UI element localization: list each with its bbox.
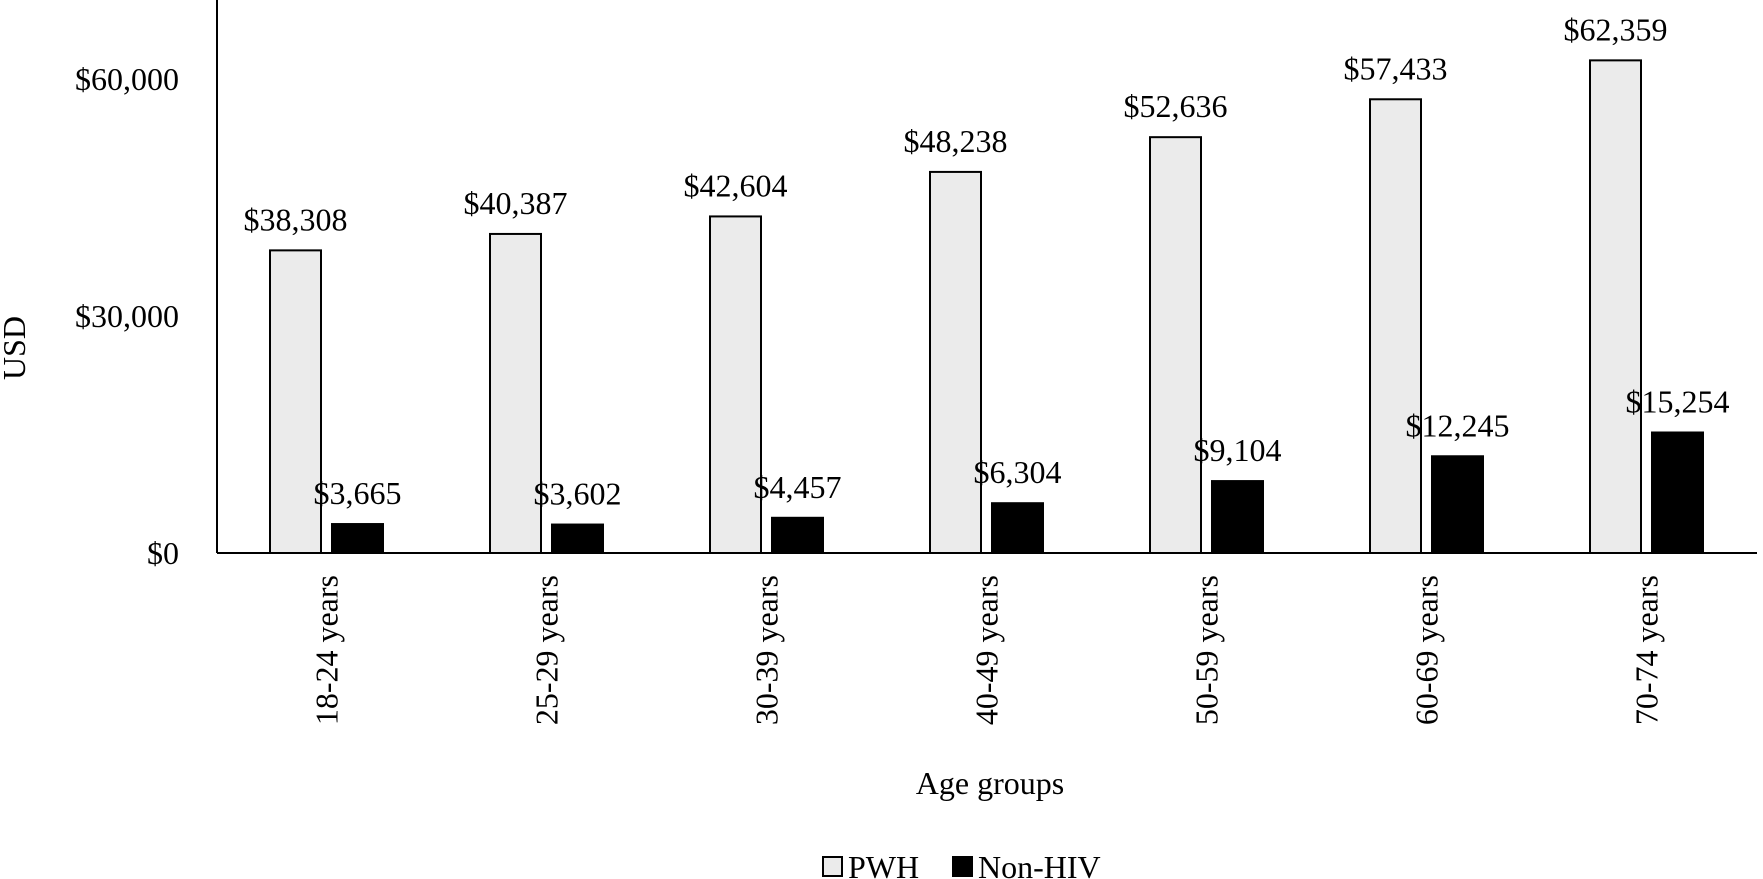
bar-pwh	[929, 170, 982, 554]
x-tick-label: 50-59 years	[1189, 575, 1225, 725]
bar-non-hiv	[991, 502, 1044, 554]
y-axis-label: USD	[0, 316, 32, 380]
bar-pwh	[1149, 136, 1202, 554]
bar-non-hiv	[331, 523, 384, 555]
value-label-non-hiv: $12,245	[1406, 407, 1510, 443]
y-tick-label: $60,000	[75, 61, 179, 97]
bar-non-hiv	[551, 523, 604, 554]
bar-pwh	[1589, 59, 1642, 555]
y-tick-label: $0	[147, 535, 179, 571]
legend-label: PWH	[848, 849, 919, 879]
legend-label: Non-HIV	[978, 849, 1101, 879]
value-label-pwh: $48,238	[904, 123, 1008, 159]
legend: PWH Non-HIV	[822, 849, 1101, 879]
x-axis-label: Age groups	[916, 765, 1064, 801]
y-axis-ticks: $0 $30,000 $60,000	[75, 61, 179, 571]
bar-non-hiv	[1211, 480, 1264, 554]
x-tick-label: 70-74 years	[1629, 575, 1665, 725]
value-label-non-hiv: $3,665	[314, 475, 402, 511]
value-label-pwh: $62,359	[1564, 11, 1668, 47]
x-axis-tick-labels: 18-24 years 25-29 years 30-39 years 40-49 y…	[309, 575, 1665, 725]
bar-non-hiv	[1651, 431, 1704, 555]
value-label-non-hiv: $15,254	[1626, 383, 1730, 419]
legend-item-non-hiv: Non-HIV	[952, 849, 1101, 879]
x-tick-label: 18-24 years	[309, 575, 345, 725]
value-label-pwh: $42,604	[684, 167, 788, 203]
value-label-pwh: $38,308	[244, 201, 348, 237]
x-tick-label: 30-39 years	[749, 575, 785, 725]
x-tick-label: 25-29 years	[529, 575, 565, 725]
value-label-non-hiv: $4,457	[754, 469, 842, 505]
legend-item-pwh: PWH	[822, 849, 919, 879]
value-labels: $38,308 $3,665 $40,387 $3,602 $42,604 $4,457 $…	[244, 11, 1730, 511]
value-label-non-hiv: $9,104	[1194, 432, 1282, 468]
bar-pwh	[1369, 98, 1422, 554]
bar-pwh	[269, 249, 322, 555]
x-tick-label: 60-69 years	[1409, 575, 1445, 725]
legend-swatch	[952, 856, 973, 877]
x-tick-label: 40-49 years	[969, 575, 1005, 725]
bar-non-hiv	[771, 516, 824, 554]
legend-swatch	[822, 856, 843, 877]
y-tick-label: $30,000	[75, 298, 179, 334]
value-label-pwh: $40,387	[464, 185, 568, 221]
value-label-pwh: $52,636	[1124, 88, 1228, 124]
value-label-pwh: $57,433	[1344, 50, 1448, 86]
value-label-non-hiv: $6,304	[974, 454, 1062, 490]
bar-non-hiv	[1431, 455, 1484, 554]
value-label-non-hiv: $3,602	[534, 476, 622, 512]
